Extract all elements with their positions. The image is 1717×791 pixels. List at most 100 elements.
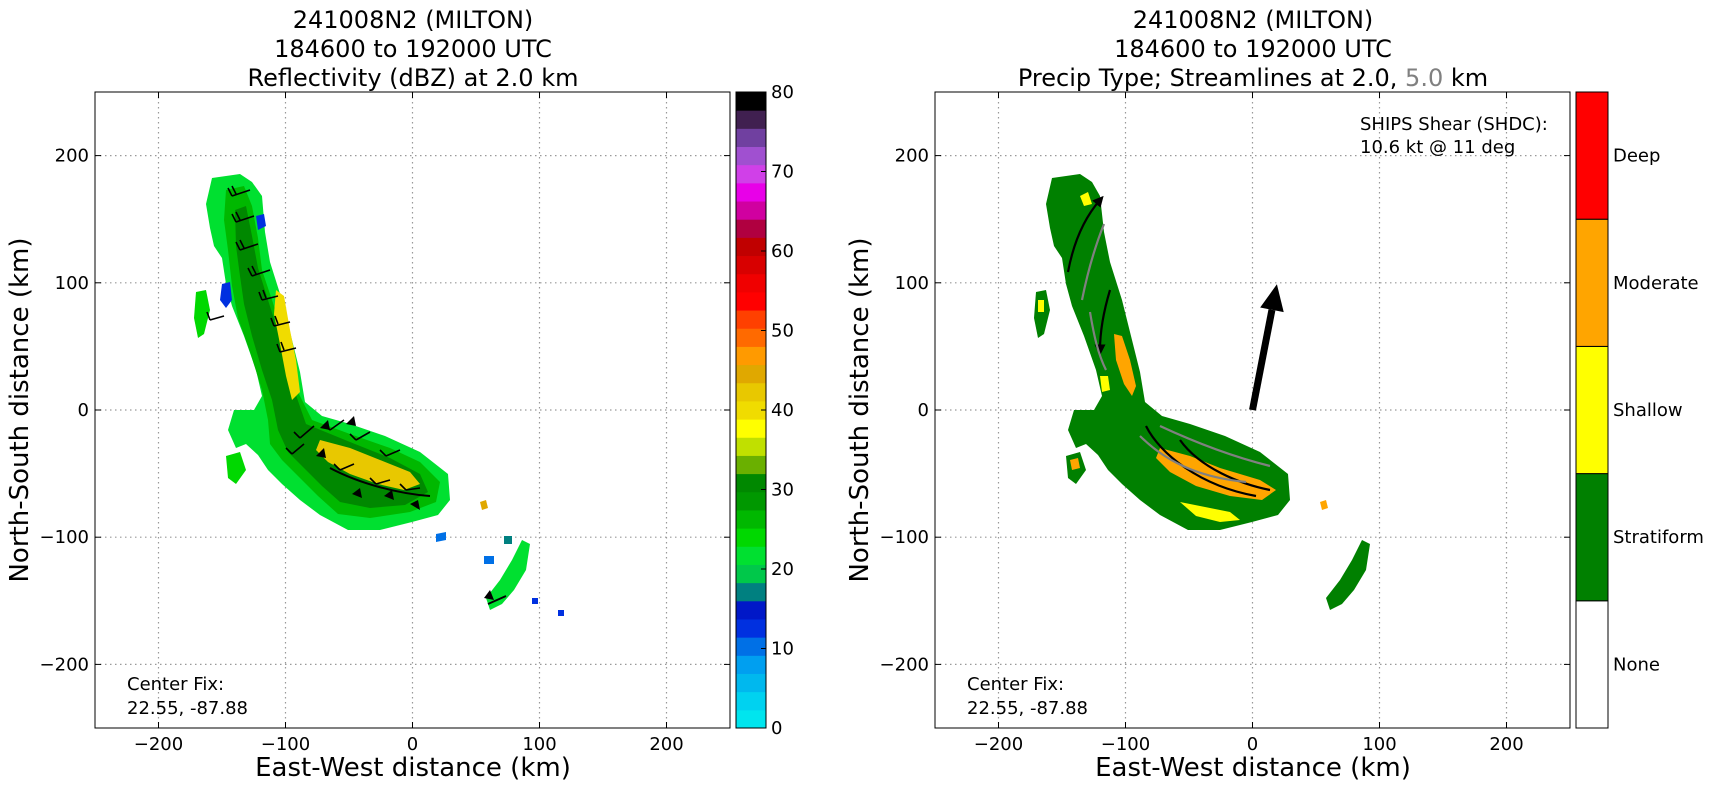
- precip-colorbar-frame: [1575, 91, 1609, 729]
- reflectivity-colorbar-segment: [736, 92, 766, 111]
- precip-colorbar-label-deep: Deep: [1613, 146, 1660, 167]
- right-ytick-label: −100: [880, 527, 929, 548]
- right-ytick-label: 200: [895, 146, 929, 167]
- reflectivity-colorbar-segment: [736, 582, 766, 602]
- reflectivity-colorbar-segment: [736, 473, 766, 493]
- reflectivity-colorbar-segment: [736, 164, 766, 184]
- right-title-level2: 5.0: [1405, 64, 1443, 92]
- left-ylabel: North-South distance (km): [5, 237, 35, 582]
- precip-colorbar-segment-deep: [1575, 91, 1609, 220]
- right-xtick-label: 200: [1489, 734, 1523, 755]
- reflectivity-colorbar-segment: [736, 255, 766, 275]
- left-ytick-label: 200: [55, 146, 89, 167]
- left-center-fix-value: 22.55, -87.88: [127, 698, 248, 719]
- precip-colorbar-segment-moderate: [1575, 218, 1609, 347]
- right-moderate-core-2: [1156, 448, 1276, 500]
- shear-arrow-head: [1260, 284, 1284, 313]
- left-ytick-label: 0: [78, 400, 89, 421]
- reflectivity-colorbar-segment: [736, 201, 766, 220]
- reflectivity-colorbar-segment: [736, 637, 766, 656]
- reflectivity-colorbar-segment: [736, 491, 766, 511]
- reflectivity-colorbar-label: 50: [771, 321, 794, 342]
- precip-colorbar-segment-shallow: [1575, 345, 1609, 475]
- right-shallow-3: [1080, 192, 1092, 206]
- reflectivity-colorbar-segment: [736, 437, 766, 456]
- right-shallow-1: [1180, 502, 1240, 522]
- right-title-line2: 184600 to 192000 UTC: [1114, 35, 1392, 63]
- reflectivity-colorbar-segment: [736, 673, 766, 693]
- right-center-fix-value: 22.55, -87.88: [967, 698, 1088, 719]
- right-center-fix-label: Center Fix:: [967, 674, 1064, 695]
- left-echo-yellow-2: [316, 440, 420, 490]
- left-echo-blue-west: [220, 282, 232, 308]
- reflectivity-colorbar-segment: [736, 419, 766, 438]
- right-shallow-2: [1100, 376, 1110, 392]
- left-echo-light: [206, 174, 450, 530]
- reflectivity-colorbar-segment: [736, 655, 766, 674]
- reflectivity-colorbar-segment: [736, 237, 766, 257]
- right-ytick-label: 0: [918, 400, 929, 421]
- right-title-main: Precip Type; Streamlines at 2.0,: [1018, 64, 1398, 92]
- shear-value: 10.6 kt @ 11 deg: [1360, 137, 1515, 158]
- reflectivity-colorbar-segment: [736, 146, 766, 166]
- reflectivity-colorbar-segment: [736, 618, 766, 638]
- reflectivity-colorbar-segment: [736, 691, 766, 711]
- reflectivity-colorbar-segment: [736, 546, 766, 565]
- precip-colorbar-label-moderate: Moderate: [1613, 273, 1699, 294]
- precip-type-panel: 241008N2 (MILTON) 184600 to 192000 UTC P…: [845, 6, 1704, 783]
- right-xtick-label: 0: [1247, 734, 1258, 755]
- right-title-unit: km: [1451, 64, 1488, 92]
- left-xtick-label: 200: [649, 734, 683, 755]
- left-echo-south: [226, 452, 246, 484]
- reflectivity-colorbar-segment: [736, 128, 766, 148]
- reflectivity-colorbar-segment: [736, 310, 766, 329]
- left-ytick-label: −100: [40, 527, 89, 548]
- reflectivity-colorbar-segment: [736, 346, 766, 366]
- left-xtick-label: 100: [522, 734, 556, 755]
- left-echo-dark: [235, 206, 428, 508]
- left-grid: [95, 92, 730, 728]
- left-ytick-label: 100: [55, 273, 89, 294]
- reflectivity-colorbar-label: 60: [771, 241, 794, 262]
- precip-type-colorbar: None Stratiform Shallow Moderate Deep: [1575, 91, 1704, 729]
- reflectivity-colorbar-segment: [736, 600, 766, 620]
- left-title-line3: Reflectivity (dBZ) at 2.0 km: [248, 64, 579, 92]
- reflectivity-colorbar-segment: [736, 219, 766, 238]
- reflectivity-colorbar-segment: [736, 455, 766, 475]
- left-wind-barbs: [206, 185, 421, 491]
- left-echo-blue-tail2: [532, 598, 538, 604]
- right-moderate-south: [1070, 458, 1080, 470]
- right-stratiform-main: [1046, 174, 1290, 530]
- reflectivity-colorbar-label: 10: [771, 639, 794, 660]
- left-tail-barb: [487, 595, 507, 605]
- left-echo-blue-tail3: [484, 556, 494, 564]
- left-echo-far-se: [558, 610, 564, 616]
- right-shallow-west: [1038, 300, 1044, 312]
- reflectivity-colorbar-segment: [736, 528, 766, 547]
- right-stratiform-west: [1034, 290, 1050, 338]
- right-moderate-cell: [1320, 500, 1328, 510]
- reflectivity-colorbar-label: 70: [771, 162, 794, 183]
- left-xtick-label: −200: [134, 734, 183, 755]
- left-echo-yellow: [274, 290, 300, 400]
- precip-colorbar-label-stratiform: Stratiform: [1613, 527, 1704, 548]
- right-ticks: −200 −200 −100 −100 0 0 100 100 200 200: [880, 92, 1570, 755]
- reflectivity-colorbar-segment: [736, 382, 766, 402]
- left-title-line1: 241008N2 (MILTON): [293, 6, 534, 34]
- left-echo-tail: [486, 540, 530, 610]
- right-title-line1: 241008N2 (MILTON): [1133, 6, 1374, 34]
- reflectivity-colorbar-label: 80: [771, 82, 794, 103]
- left-ticks: −200 −200 −100 −100 0 0 100 100 200 200: [40, 92, 730, 755]
- left-xtick-label: 0: [407, 734, 418, 755]
- reflectivity-colorbar-label: 20: [771, 559, 794, 580]
- precip-colorbar-segment-stratiform: [1575, 473, 1609, 602]
- reflectivity-colorbar-label: 0: [771, 718, 782, 739]
- precip-colorbar-label-shallow: Shallow: [1613, 400, 1683, 421]
- left-ytick-label: −200: [40, 654, 89, 675]
- reflectivity-colorbar-label: 40: [771, 400, 794, 421]
- right-ylabel: North-South distance (km): [845, 237, 875, 582]
- left-echo-teal: [504, 536, 512, 544]
- right-streamlines-5km: [1080, 223, 1271, 484]
- right-xlabel: East-West distance (km): [1095, 753, 1411, 783]
